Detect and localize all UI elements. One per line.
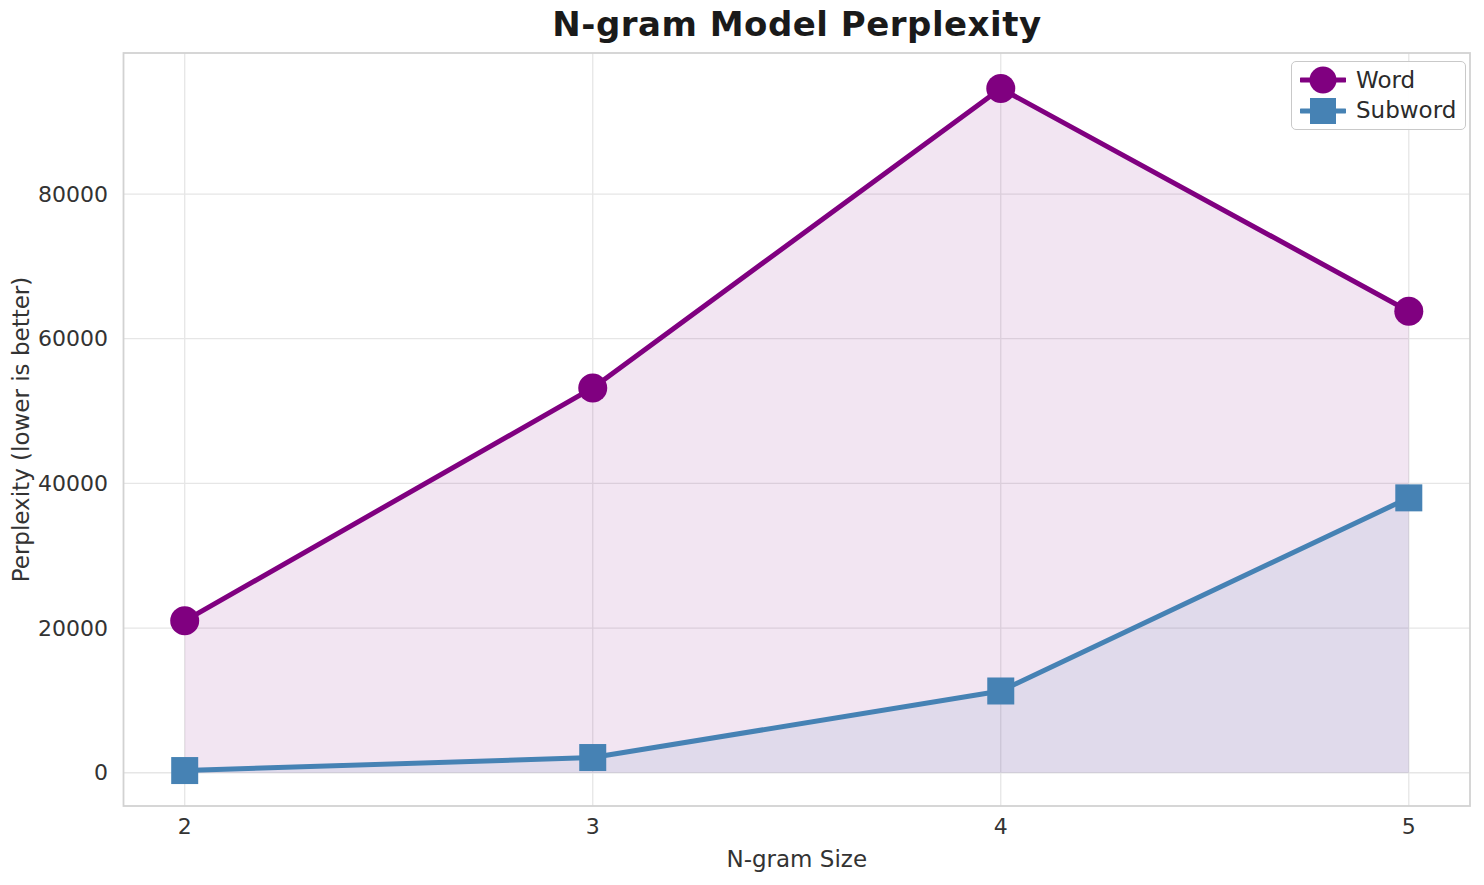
y-tick-label: 60000 — [38, 326, 108, 351]
y-tick-label: 0 — [94, 760, 108, 785]
legend-label-word: Word — [1356, 69, 1415, 92]
plot-area: 0 20000 40000 60000 80000 2 3 4 5 N-gram Size Perp… — [0, 0, 1484, 885]
marker-word — [1394, 297, 1423, 326]
legend: Word Subword — [1291, 61, 1466, 130]
chart-figure: N-gram Model Perplexity 0200004000060000… — [0, 0, 1484, 885]
marker-word — [170, 606, 199, 635]
x-tick-label: 4 — [994, 814, 1008, 839]
subword-line-square-marker-icon — [1300, 96, 1346, 126]
word-line-circle-marker-icon — [1300, 65, 1346, 95]
marker-subword — [171, 757, 198, 784]
y-tick-label: 20000 — [38, 616, 108, 641]
legend-item-subword: Subword — [1300, 96, 1456, 126]
marker-subword — [1395, 484, 1422, 511]
y-axis-label: Perplexity (lower is better) — [8, 277, 34, 583]
marker-word — [986, 74, 1015, 103]
x-tick-label: 2 — [178, 814, 192, 839]
x-axis-label: N-gram Size — [726, 846, 867, 872]
marker-subword — [987, 677, 1014, 704]
marker-subword — [579, 744, 606, 771]
marker-word — [578, 373, 607, 402]
x-tick-label: 5 — [1402, 814, 1416, 839]
y-tick-label: 80000 — [38, 182, 108, 207]
legend-label-subword: Subword — [1356, 99, 1456, 122]
x-tick-label: 3 — [586, 814, 600, 839]
y-tick-label: 40000 — [38, 471, 108, 496]
legend-item-word: Word — [1300, 65, 1456, 95]
